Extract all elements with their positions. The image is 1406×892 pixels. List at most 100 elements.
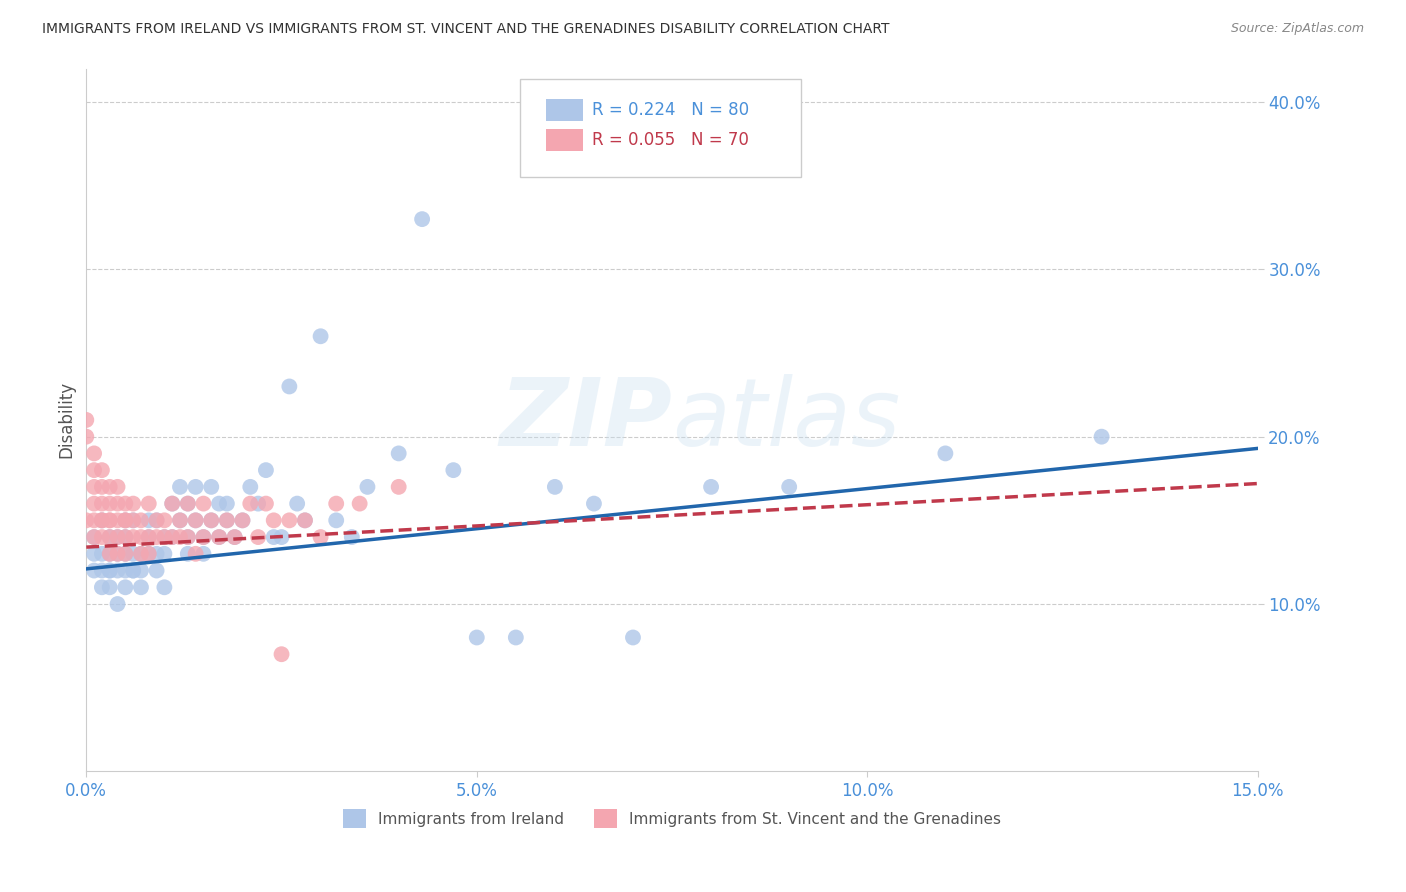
Text: ZIP: ZIP [499, 374, 672, 466]
Point [169, 530, 191, 544]
Legend: Immigrants from Ireland, Immigrants from St. Vincent and the Grenadines: Immigrants from Ireland, Immigrants from… [336, 803, 1008, 834]
Point [441, 463, 464, 477]
Point [254, 497, 277, 511]
Point [193, 530, 215, 544]
Point [114, 547, 136, 561]
Point [145, 564, 167, 578]
Point [83, 547, 105, 561]
Point [98, 497, 121, 511]
Point [122, 564, 145, 578]
Point [169, 480, 191, 494]
Point [778, 480, 800, 494]
Point [90, 530, 112, 544]
Point [75, 430, 97, 444]
Point [107, 530, 129, 544]
Point [231, 513, 253, 527]
Point [107, 547, 129, 561]
Point [98, 547, 121, 561]
Point [90, 513, 112, 527]
Point [160, 497, 183, 511]
Point [270, 530, 292, 544]
Point [215, 513, 238, 527]
Point [122, 497, 145, 511]
Point [122, 547, 145, 561]
Point [83, 530, 105, 544]
Text: atlas: atlas [672, 375, 900, 466]
Point [193, 547, 215, 561]
Text: IMMIGRANTS FROM IRELAND VS IMMIGRANTS FROM ST. VINCENT AND THE GRENADINES DISABI: IMMIGRANTS FROM IRELAND VS IMMIGRANTS FR… [42, 22, 890, 37]
Point [129, 513, 152, 527]
Point [90, 497, 112, 511]
Point [75, 413, 97, 427]
Text: Source: ZipAtlas.com: Source: ZipAtlas.com [1230, 22, 1364, 36]
Point [83, 446, 105, 460]
Point [278, 379, 301, 393]
Point [90, 480, 112, 494]
Point [83, 513, 105, 527]
Point [153, 530, 176, 544]
Point [621, 631, 644, 645]
Point [138, 497, 160, 511]
Point [388, 446, 411, 460]
Point [582, 497, 605, 511]
Text: R = 0.055   N = 70: R = 0.055 N = 70 [592, 131, 749, 149]
Point [184, 547, 207, 561]
Point [254, 463, 277, 477]
Point [153, 513, 176, 527]
Point [177, 497, 200, 511]
Point [138, 530, 160, 544]
Point [114, 530, 136, 544]
Point [122, 564, 145, 578]
Point [208, 530, 231, 544]
Point [356, 480, 378, 494]
Point [145, 530, 167, 544]
Point [122, 513, 145, 527]
Point [208, 530, 231, 544]
Point [98, 480, 121, 494]
Point [114, 530, 136, 544]
Point [270, 647, 292, 661]
Point [465, 631, 488, 645]
Point [114, 513, 136, 527]
Point [107, 497, 129, 511]
Point [145, 513, 167, 527]
Point [138, 547, 160, 561]
Point [129, 580, 152, 594]
Point [263, 530, 285, 544]
Point [153, 547, 176, 561]
Point [75, 513, 97, 527]
Point [83, 530, 105, 544]
FancyBboxPatch shape [520, 79, 801, 178]
Point [184, 480, 207, 494]
Point [98, 580, 121, 594]
Point [247, 497, 270, 511]
Point [98, 513, 121, 527]
Point [325, 513, 347, 527]
Point [309, 530, 332, 544]
Point [114, 497, 136, 511]
Point [505, 631, 527, 645]
Point [138, 530, 160, 544]
Point [340, 530, 363, 544]
Point [247, 530, 270, 544]
Point [544, 480, 567, 494]
Point [239, 480, 262, 494]
Point [90, 513, 112, 527]
Point [98, 530, 121, 544]
Text: R = 0.224   N = 80: R = 0.224 N = 80 [592, 101, 749, 119]
Point [200, 513, 222, 527]
FancyBboxPatch shape [546, 129, 583, 152]
Point [193, 530, 215, 544]
Point [177, 530, 200, 544]
Point [83, 564, 105, 578]
Point [114, 580, 136, 594]
Point [114, 513, 136, 527]
Point [114, 564, 136, 578]
Point [98, 547, 121, 561]
Point [160, 530, 183, 544]
Point [169, 513, 191, 527]
Point [231, 513, 253, 527]
Point [98, 564, 121, 578]
Point [224, 530, 246, 544]
Point [160, 497, 183, 511]
